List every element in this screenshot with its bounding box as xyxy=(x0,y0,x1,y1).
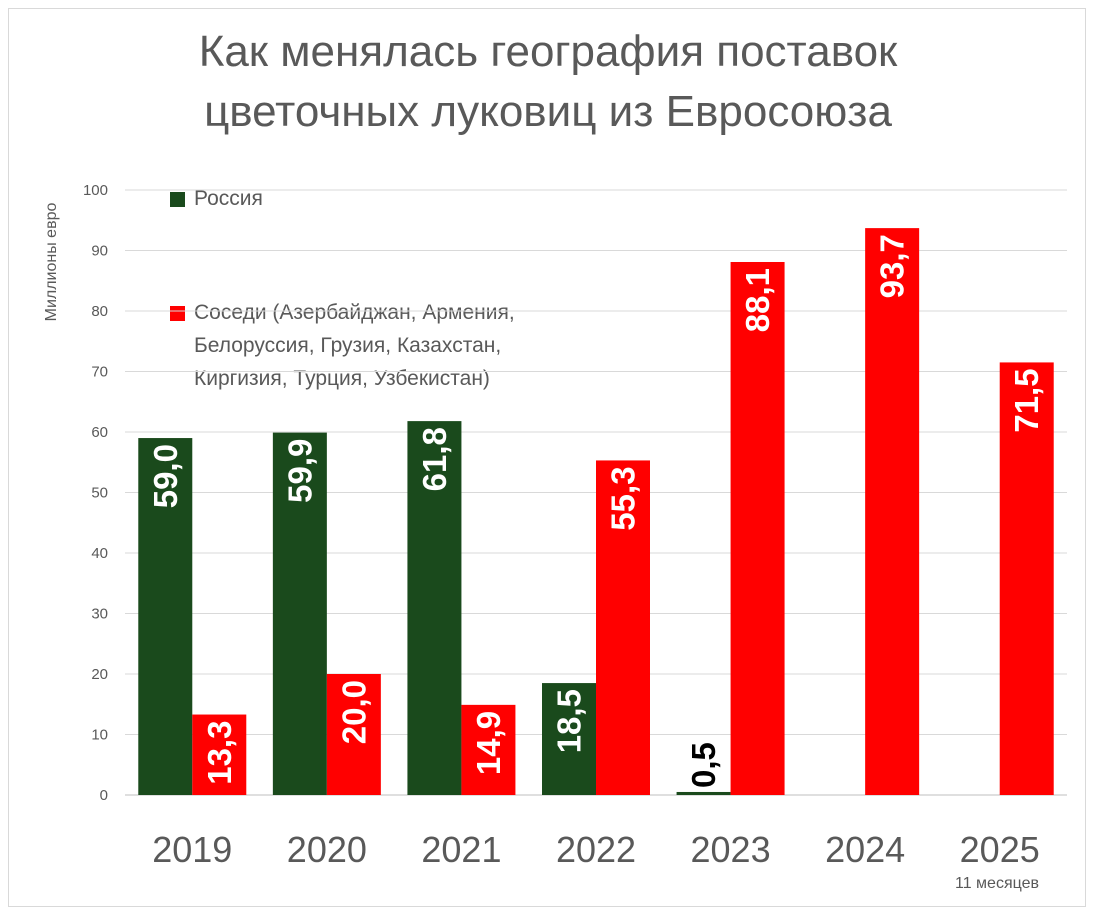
bar-russia-2020 xyxy=(272,432,327,795)
chart-title: Как менялась география поставок цветочны… xyxy=(0,22,1096,142)
value-label-neighbors-2025: 71,5 xyxy=(1008,368,1045,432)
legend-label-neighbors-line-2: Белоруссия, Грузия, Казахстан, xyxy=(194,334,502,357)
value-label-neighbors-2023: 88,1 xyxy=(739,268,776,332)
y-tick-label-80: 80 xyxy=(91,303,108,320)
x-tick-label-2023: 2023 xyxy=(691,829,771,870)
value-label-neighbors-2020: 20,0 xyxy=(335,680,372,744)
y-tick-label-100: 100 xyxy=(83,182,108,199)
x-tick-label-2020: 2020 xyxy=(287,829,367,870)
value-label-neighbors-2021: 14,9 xyxy=(470,711,507,775)
value-label-russia-2021: 61,8 xyxy=(416,427,453,491)
y-tick-label-20: 20 xyxy=(91,666,108,683)
bar-neighbors-2023 xyxy=(730,261,785,795)
y-tick-label-10: 10 xyxy=(91,727,108,744)
bar-neighbors-2024 xyxy=(865,228,920,796)
chart-title-line-1: Как менялась география поставок xyxy=(198,27,898,76)
bar-neighbors-2025 xyxy=(999,362,1054,795)
bar-russia-2022 xyxy=(542,683,596,795)
x-tick-label-2021: 2021 xyxy=(421,829,501,870)
y-tick-label-30: 30 xyxy=(91,606,108,623)
y-tick-label-60: 60 xyxy=(91,424,108,441)
value-label-neighbors-2024: 93,7 xyxy=(874,234,911,298)
x-tick-label-2025: 2025 xyxy=(960,829,1040,870)
value-label-russia-2022: 18,5 xyxy=(551,689,588,753)
legend-label-neighbors: Соседи (Азербайджан, Армения, Белоруссия… xyxy=(194,296,515,395)
x-tick-label-2019: 2019 xyxy=(152,829,232,870)
bar-neighbors-2020 xyxy=(326,674,381,795)
chart-title-line-2: цветочных луковиц из Евросоюза xyxy=(204,87,892,136)
value-label-russia-2019: 59,0 xyxy=(147,444,184,508)
y-tick-label-50: 50 xyxy=(91,485,108,502)
legend-label-neighbors-line-1: Соседи (Азербайджан, Армения, xyxy=(194,301,515,324)
legend-swatch-neighbors xyxy=(170,306,185,321)
category-note-2025: 11 месяцев xyxy=(955,875,1039,892)
y-tick-label-70: 70 xyxy=(91,364,108,381)
y-tick-label-90: 90 xyxy=(91,243,108,260)
y-tick-label-0: 0 xyxy=(100,787,108,804)
value-label-neighbors-2022: 55,3 xyxy=(605,466,642,530)
value-label-russia-2023: 0,5 xyxy=(685,742,722,788)
y-tick-label-40: 40 xyxy=(91,545,108,562)
bar-neighbors-2021 xyxy=(461,704,516,795)
x-tick-label-2022: 2022 xyxy=(556,829,636,870)
bar-russia-2023 xyxy=(676,791,731,795)
legend-label-russia: Россия xyxy=(194,187,263,210)
legend-swatch-russia xyxy=(170,192,185,207)
legend-label-neighbors-line-3: Киргизия, Турция, Узбекистан) xyxy=(194,367,490,390)
bar-neighbors-2022 xyxy=(596,460,650,795)
bar-russia-2021 xyxy=(407,421,462,795)
bar-russia-2019 xyxy=(138,438,193,795)
bar-neighbors-2019 xyxy=(192,714,247,795)
chart-frame xyxy=(8,8,1086,907)
x-tick-label-2024: 2024 xyxy=(825,829,905,870)
value-label-russia-2020: 59,9 xyxy=(281,439,318,503)
value-label-neighbors-2019: 13,3 xyxy=(201,721,238,785)
